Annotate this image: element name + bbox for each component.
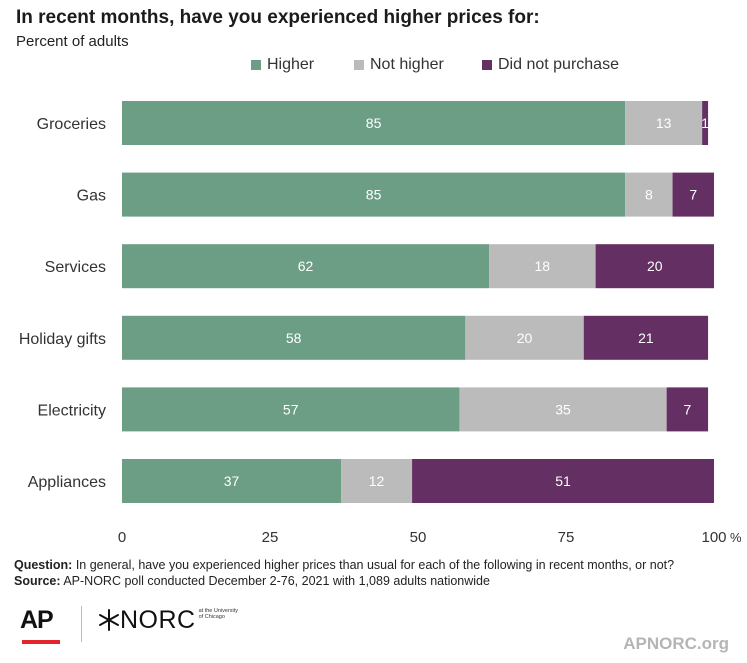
- category-label-groceries: Groceries: [37, 116, 106, 133]
- bar-appliances-higher: [122, 459, 342, 503]
- ap-logo: AP: [20, 606, 62, 646]
- category-label-appliances: Appliances: [28, 474, 106, 491]
- data-label-groceries-higher: 85: [366, 115, 382, 131]
- data-label-appliances-did-not-purchase: 51: [555, 473, 571, 489]
- data-label-electricity-did-not-purchase: 7: [683, 401, 691, 417]
- chart-footer: Question: In general, have you experienc…: [14, 557, 739, 589]
- category-label-electricity: Electricity: [38, 402, 106, 419]
- logo-divider: [81, 606, 82, 642]
- data-label-holiday-gifts-did-not-purchase: 21: [638, 330, 654, 346]
- category-label-gas: Gas: [77, 188, 106, 205]
- bar-gas-not-higher: [625, 172, 673, 217]
- x-tick-label-50: 50: [410, 529, 427, 546]
- chart-subtitle: Percent of adults: [16, 33, 129, 50]
- bar-electricity-not-higher: [459, 387, 667, 432]
- ap-logo-text: AP: [20, 606, 54, 634]
- bar-appliances-not-higher: [341, 459, 413, 503]
- data-label-services-not-higher: 18: [535, 258, 551, 274]
- bar-services-not-higher: [489, 244, 596, 289]
- data-label-holiday-gifts-not-higher: 20: [517, 330, 533, 346]
- legend-item-not-higher: Not higher: [354, 56, 444, 74]
- data-label-groceries-did-not-purchase: 1: [701, 115, 709, 131]
- norc-star-icon: [99, 609, 119, 631]
- bar-groceries-not-higher: [625, 101, 703, 145]
- data-label-electricity-higher: 57: [283, 401, 299, 417]
- category-label-services: Services: [45, 259, 106, 276]
- norc-logo-text: NORC: [120, 606, 196, 634]
- legend-label-did-not-purchase: Did not purchase: [498, 56, 619, 73]
- legend-label-not-higher: Not higher: [370, 56, 444, 73]
- category-label-holiday-gifts: Holiday gifts: [19, 331, 106, 348]
- ap-logo-underline: [22, 640, 60, 644]
- data-label-appliances-not-higher: 12: [369, 473, 385, 489]
- data-label-gas-did-not-purchase: 7: [689, 187, 697, 203]
- legend-label-higher: Higher: [267, 56, 315, 73]
- norc-logo: NORC at the University of Chicago: [98, 606, 243, 636]
- bar-services-higher: [122, 244, 490, 289]
- x-axis-unit: %: [730, 530, 742, 545]
- x-tick-label-0: 0: [118, 529, 126, 546]
- legend-swatch-did-not-purchase: [482, 60, 492, 70]
- source-note: Source: AP-NORC poll conducted December …: [14, 573, 739, 589]
- data-label-groceries-not-higher: 13: [656, 115, 672, 131]
- bar-gas-did-not-purchase: [672, 172, 714, 217]
- data-label-services-higher: 62: [298, 258, 314, 274]
- question-label: Question:: [14, 558, 73, 572]
- question-text: In general, have you experienced higher …: [72, 558, 675, 572]
- norc-logo-subtext: at the University of Chicago: [198, 608, 239, 620]
- bar-electricity-did-not-purchase: [666, 387, 709, 432]
- bar-services-did-not-purchase: [595, 244, 714, 289]
- data-label-appliances-higher: 37: [224, 473, 240, 489]
- source-label: Source:: [14, 574, 61, 588]
- data-label-holiday-gifts-higher: 58: [286, 330, 302, 346]
- bar-groceries-higher: [122, 101, 626, 145]
- data-label-gas-not-higher: 8: [645, 187, 653, 203]
- question-note: Question: In general, have you experienc…: [14, 557, 739, 573]
- legend-item-did-not-purchase: Did not purchase: [482, 56, 619, 74]
- legend-swatch-higher: [251, 60, 261, 70]
- data-label-gas-higher: 85: [366, 187, 382, 203]
- source-text: AP-NORC poll conducted December 2-76, 20…: [60, 574, 490, 588]
- data-label-electricity-not-higher: 35: [555, 401, 571, 417]
- x-tick-label-100: 100: [701, 529, 726, 546]
- website-label: APNORC.org: [623, 634, 729, 653]
- bar-gas-higher: [122, 172, 626, 217]
- chart-title: In recent months, have you experienced h…: [16, 7, 540, 28]
- x-tick-label-75: 75: [558, 529, 575, 546]
- bar-holiday-gifts-higher: [122, 315, 466, 360]
- bar-holiday-gifts-not-higher: [465, 315, 584, 360]
- bar-holiday-gifts-did-not-purchase: [583, 315, 709, 360]
- legend-swatch-not-higher: [354, 60, 364, 70]
- bar-appliances-did-not-purchase: [412, 459, 714, 503]
- x-tick-label-25: 25: [262, 529, 279, 546]
- data-label-services-did-not-purchase: 20: [647, 258, 663, 274]
- bar-electricity-higher: [122, 387, 460, 432]
- legend-item-higher: Higher: [251, 56, 314, 74]
- bar-groceries-did-not-purchase: [702, 101, 709, 145]
